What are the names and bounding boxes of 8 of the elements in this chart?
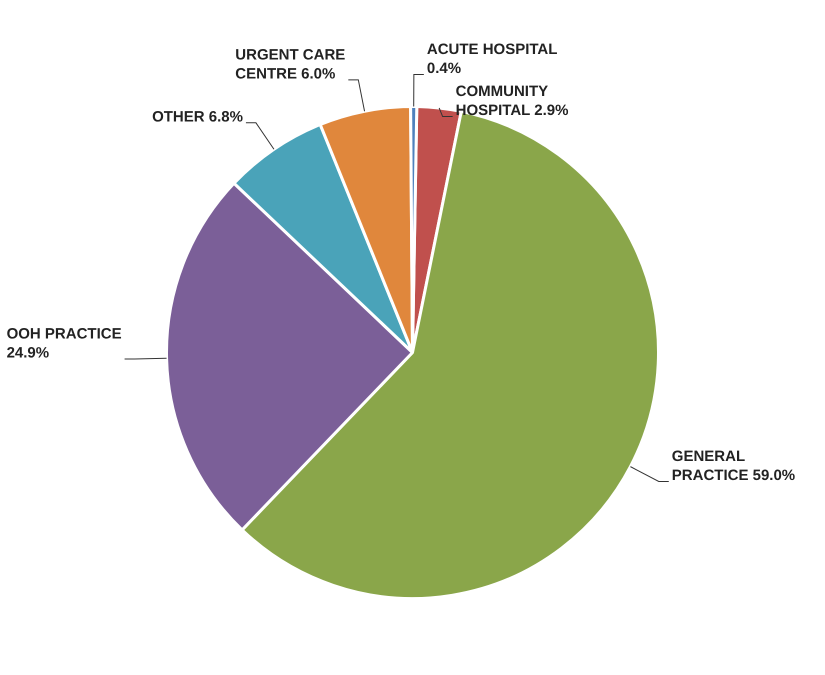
slice-label: OOH PRACTICE	[6, 326, 122, 343]
data-label: 24.9%	[6, 344, 50, 362]
slice-label: OTHER 6.8%	[152, 108, 243, 126]
slice-label: COMMUNITY HOSPITAL 2.9%	[456, 83, 568, 120]
slice-label: URGENT CARE CENTRE 6.0%	[235, 46, 346, 82]
slice-label: GENERAL PRACTICE 59.0%	[672, 448, 796, 484]
data-label: 0.4%	[426, 60, 462, 78]
slice-label: ACUTE HOSPITAL	[426, 41, 558, 58]
